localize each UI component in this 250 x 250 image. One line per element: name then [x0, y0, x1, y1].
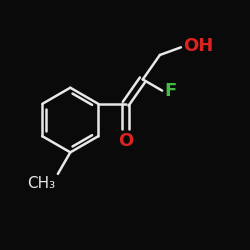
Text: OH: OH — [184, 37, 214, 55]
Text: O: O — [118, 132, 133, 150]
Text: CH₃: CH₃ — [27, 176, 56, 191]
Text: F: F — [164, 82, 177, 100]
